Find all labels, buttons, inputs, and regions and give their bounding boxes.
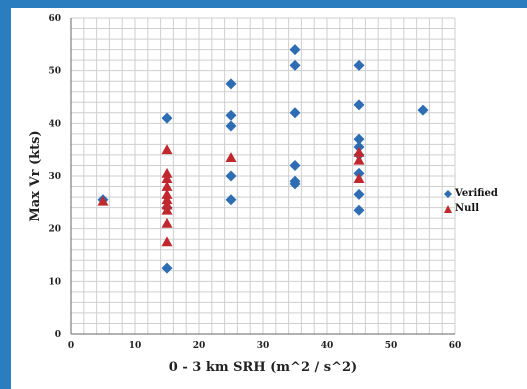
null-point [161,167,173,178]
verified-point [225,194,237,206]
x-axis-title: 0 - 3 km SRH (m^2 / s^2) [169,360,357,375]
y-tick-label: 60 [48,14,61,24]
verified-point [353,59,365,71]
verified-point [289,59,301,71]
legend-item-null: Null [443,201,498,216]
verified-point [289,178,301,190]
legend: Verified Null [443,186,498,216]
verified-point [353,188,365,200]
verified-point [161,262,173,274]
legend-item-verified: Verified [443,186,498,201]
chart-panel: 0 10 20 30 40 50 60 0 10 20 30 40 50 60 0 - 3 km SRH … [11,8,527,389]
null-point [161,173,173,184]
y-axis-title: Max Vr (kts) [28,130,43,221]
y-tick-label: 40 [48,119,61,129]
verified-point [225,78,237,90]
grid [70,17,456,335]
verified-point [289,159,301,171]
scatter-chart: 0 10 20 30 40 50 60 0 10 20 30 40 50 60 0 - 3 km SRH … [28,14,461,375]
verified-point [161,112,173,124]
y-tick-label: 20 [48,225,61,235]
null-point [161,188,173,199]
x-tick-label: 0 [68,341,74,351]
null-point [161,204,173,215]
data-points [97,44,429,274]
tick-labels: 0 10 20 30 40 50 60 0 10 20 30 40 50 60 [48,14,461,351]
legend-label-verified: Verified [455,188,498,199]
null-point [353,146,365,157]
x-tick-label: 40 [321,341,334,351]
verified-point [225,109,237,121]
null-point [161,194,173,205]
y-tick-label: 0 [55,330,61,340]
diamond-marker-icon [443,189,453,199]
x-tick-label: 30 [257,341,270,351]
null-point [161,236,173,247]
verified-point [417,104,429,116]
null-point [225,152,237,162]
y-tick-label: 30 [48,172,61,182]
verified-point [225,120,237,132]
null-point [161,217,173,228]
verified-point [353,133,365,145]
x-tick-label: 60 [449,341,462,351]
legend-label-null: Null [455,203,480,214]
verified-point [353,204,365,216]
null-point [97,195,109,206]
null-point [161,144,173,155]
verified-point [289,44,301,56]
y-tick-label: 50 [48,67,61,77]
triangle-marker-icon [443,204,453,214]
null-point [161,181,173,191]
axes [70,18,455,335]
null-point [353,173,365,184]
x-tick-label: 10 [129,341,142,351]
verified-point [353,99,365,111]
verified-point [289,107,301,119]
verified-point [225,170,237,182]
null-point [161,199,173,210]
null-point [353,154,365,165]
x-tick-label: 20 [193,341,206,351]
x-tick-label: 50 [385,341,398,351]
y-tick-label: 10 [48,277,61,287]
